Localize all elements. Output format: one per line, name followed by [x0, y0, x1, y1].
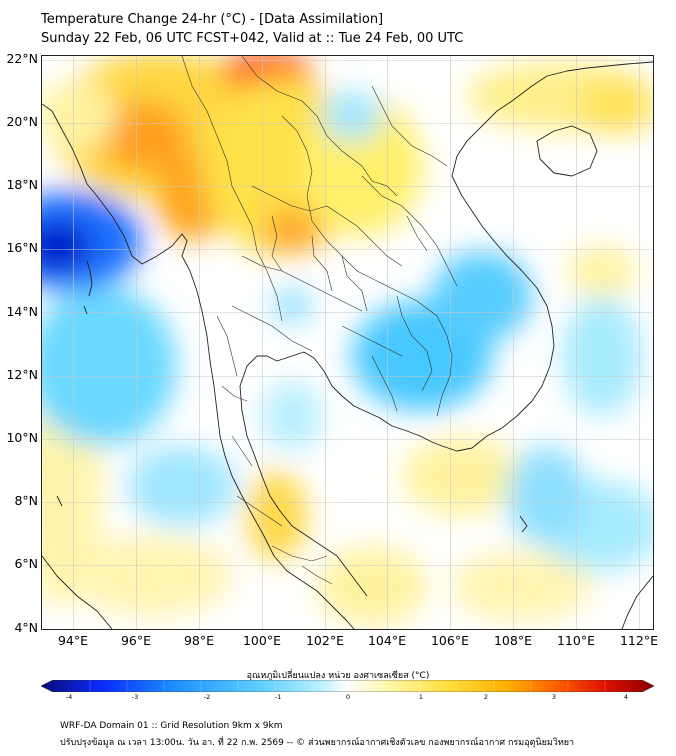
colorbar-tick: 1	[418, 693, 424, 701]
colorbar-label: อุณหภูมิเปลี่ยนแปลง หน่วย องศาเซลเซียส (…	[246, 671, 430, 681]
lon-label: 98°E	[183, 633, 215, 648]
chart-subtitle: Sunday 22 Feb, 06 UTC FCST+042, Valid at…	[41, 31, 464, 46]
lon-label: 104°E	[367, 633, 406, 648]
colorbar-tick: -4	[65, 693, 73, 701]
lon-label: 106°E	[430, 633, 469, 648]
colorbar-tick: 4	[623, 693, 629, 701]
colorbar-tick: -3	[131, 693, 139, 701]
lon-label: 94°E	[57, 633, 89, 648]
lat-label: 18°N	[6, 177, 38, 192]
lon-label: 110°E	[556, 633, 595, 648]
lat-label: 6°N	[14, 556, 38, 571]
colorbar-tick: -1	[274, 693, 282, 701]
colorbar-tick: 0	[345, 693, 351, 701]
lon-label: 102°E	[305, 633, 344, 648]
lat-label: 22°N	[6, 51, 38, 66]
lon-label: 108°E	[493, 633, 532, 648]
colorbar-tick: -2	[203, 693, 211, 701]
chart-title: Temperature Change 24-hr (°C) - [Data As…	[41, 12, 384, 27]
lat-label: 16°N	[6, 240, 38, 255]
lat-label: 12°N	[6, 367, 38, 382]
footer-model-info: WRF-DA Domain 01 :: Grid Resolution 9km …	[60, 721, 283, 731]
lat-label: 8°N	[14, 493, 38, 508]
lon-label: 112°E	[619, 633, 658, 648]
lat-label: 20°N	[6, 114, 38, 129]
lat-label: 14°N	[6, 304, 38, 319]
lat-label: 4°N	[14, 620, 38, 635]
colorbar-tick: 3	[551, 693, 557, 701]
colorbar-tick: 2	[483, 693, 489, 701]
lon-label: 96°E	[120, 633, 152, 648]
colorbar	[41, 680, 654, 692]
lon-label: 100°E	[242, 633, 281, 648]
temperature-change-map[interactable]	[41, 55, 654, 630]
lat-label: 10°N	[6, 430, 38, 445]
footer-credit: ปรับปรุงข้อมูล ณ เวลา 13:00น. วัน อา. ที…	[60, 738, 575, 748]
